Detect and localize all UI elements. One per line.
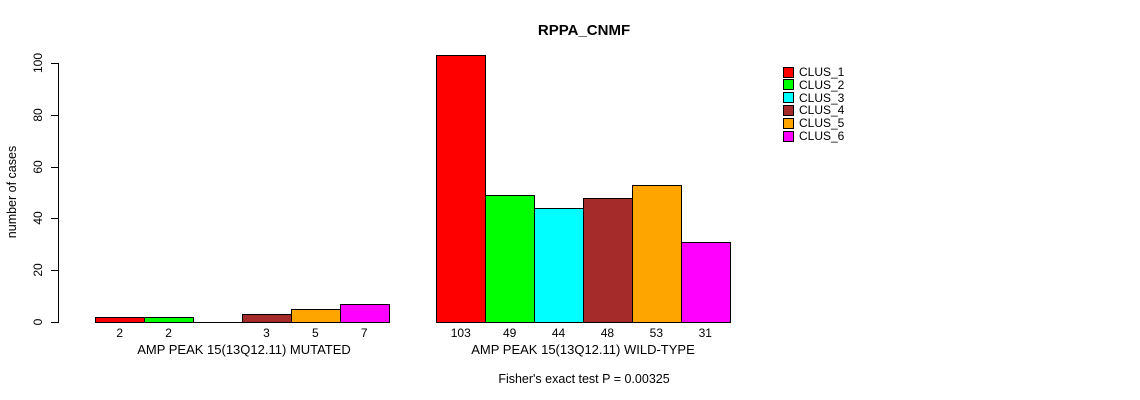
bar-clus_2-group0 bbox=[144, 316, 195, 323]
bar-clus_4-group0 bbox=[242, 314, 292, 323]
bar-value-label: 48 bbox=[600, 326, 615, 340]
chart-title: RPPA_CNMF bbox=[537, 22, 631, 39]
bar-clus_4-group1 bbox=[583, 197, 633, 323]
y-axis-tick-label: 60 bbox=[31, 159, 45, 174]
y-axis-tick bbox=[51, 218, 58, 220]
y-axis-line bbox=[58, 63, 59, 323]
y-axis-tick bbox=[51, 322, 58, 323]
y-axis-tick bbox=[51, 63, 58, 64]
y-axis-label: number of cases bbox=[5, 145, 19, 239]
y-axis-tick-label: 80 bbox=[31, 108, 45, 122]
legend-swatch-clus_2 bbox=[783, 79, 794, 91]
y-axis-tick-label: 100 bbox=[31, 52, 45, 74]
bar-clus_3-group0 bbox=[193, 322, 243, 323]
y-axis-tick bbox=[51, 166, 58, 168]
legend-label-clus_6: CLUS_6 bbox=[799, 129, 845, 143]
bar-value-label: 103 bbox=[450, 326, 471, 340]
bar-value-label: 3 bbox=[263, 326, 270, 340]
bar-value-label: 2 bbox=[116, 326, 124, 340]
bar-clus_3-group1 bbox=[534, 208, 584, 323]
bar-value-label: 44 bbox=[551, 326, 566, 340]
bar-value-label: 7 bbox=[360, 326, 368, 340]
bar-clus_6-group1 bbox=[680, 241, 731, 323]
group-label-wildtype: AMP PEAK 15(13Q12.11) WILD-TYPE bbox=[471, 342, 695, 357]
bar-clus_1-group0 bbox=[95, 316, 146, 323]
bar-clus_1-group1 bbox=[436, 55, 487, 323]
y-axis-tick-label: 0 bbox=[31, 318, 45, 326]
legend-swatch-clus_4 bbox=[783, 104, 794, 116]
bar-value-label: 49 bbox=[502, 326, 517, 340]
bar-value-label: 31 bbox=[698, 326, 712, 340]
legend-swatch-clus_5 bbox=[783, 117, 794, 129]
group-label-mutated: AMP PEAK 15(13Q12.11) MUTATED bbox=[137, 342, 351, 357]
legend-swatch-clus_6 bbox=[783, 130, 794, 142]
legend-label-clus_1: CLUS_1 bbox=[799, 65, 845, 79]
bar-clus_5-group0 bbox=[290, 309, 341, 323]
y-axis-tick bbox=[51, 114, 58, 116]
legend-label-clus_4: CLUS_4 bbox=[799, 103, 845, 118]
bar-value-label: 5 bbox=[312, 326, 319, 340]
legend-label-clus_5: CLUS_5 bbox=[799, 116, 845, 131]
bar-clus_2-group1 bbox=[485, 195, 536, 323]
y-axis-tick-label: 20 bbox=[31, 263, 45, 277]
bar-clus_5-group1 bbox=[631, 184, 682, 323]
legend-label-clus_3: CLUS_3 bbox=[799, 90, 845, 105]
bar-value-label: 2 bbox=[165, 326, 172, 340]
bar-value-label: 53 bbox=[649, 326, 664, 340]
legend-swatch-clus_1 bbox=[783, 66, 794, 78]
y-axis-tick-label: 40 bbox=[31, 211, 45, 226]
y-axis-tick bbox=[51, 270, 58, 272]
fisher-test-label: Fisher's exact test P = 0.00325 bbox=[498, 372, 670, 386]
legend-swatch-clus_3 bbox=[783, 92, 794, 104]
bar-clus_6-group0 bbox=[339, 303, 390, 323]
legend-label-clus_2: CLUS_2 bbox=[799, 77, 845, 92]
